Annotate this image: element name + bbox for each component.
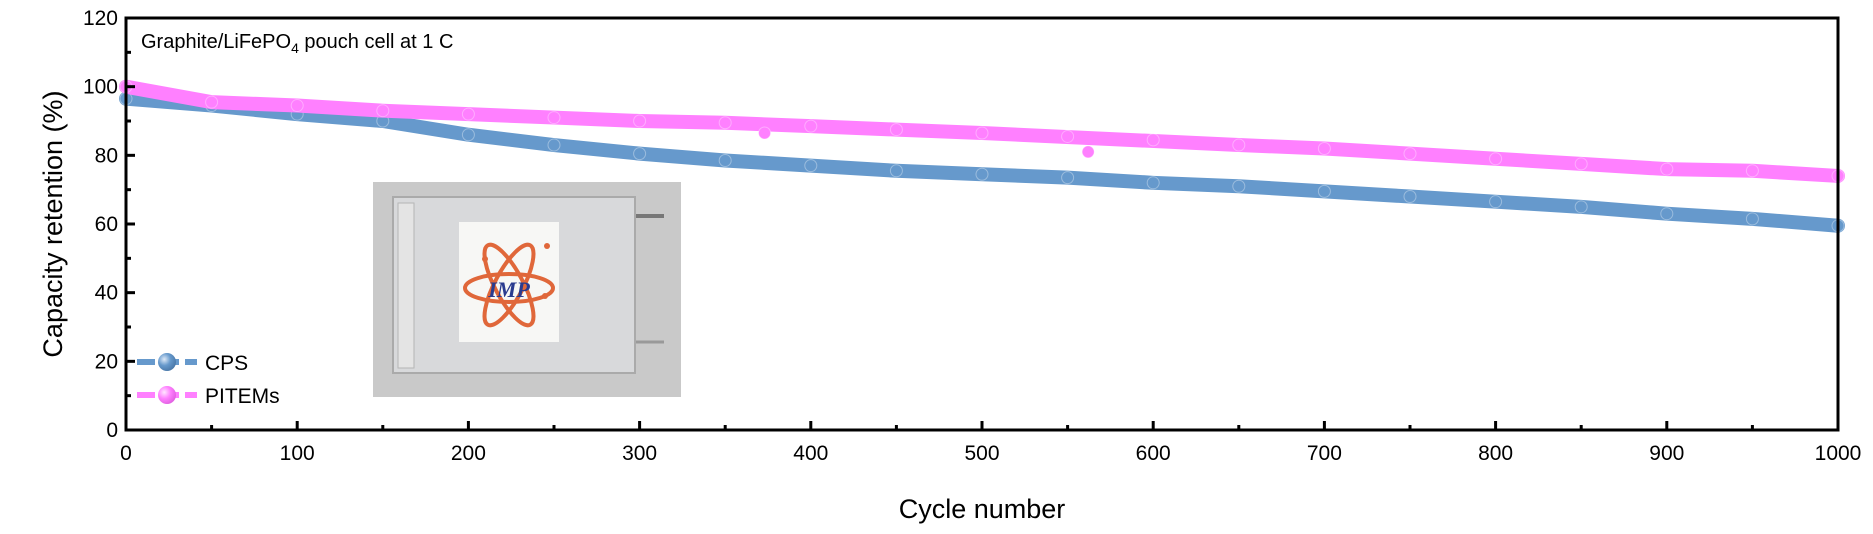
data-point xyxy=(633,114,647,128)
legend: CPS PITEMs xyxy=(137,352,280,408)
x-tick-label: 1000 xyxy=(1815,442,1862,465)
legend-marker-cps xyxy=(158,353,176,371)
data-point xyxy=(1232,179,1246,193)
data-point xyxy=(1489,152,1503,166)
data-point xyxy=(1745,212,1759,226)
y-tick-label: 40 xyxy=(95,282,118,305)
x-tick-label: 0 xyxy=(120,442,132,465)
data-point xyxy=(975,126,989,140)
data-point xyxy=(1745,164,1759,178)
legend-item-pitems: PITEMs xyxy=(137,385,280,408)
data-point xyxy=(804,119,818,133)
x-tick-label: 800 xyxy=(1478,442,1513,465)
data-point xyxy=(1574,200,1588,214)
x-tick-label: 100 xyxy=(280,442,315,465)
x-tick-label: 300 xyxy=(622,442,657,465)
series-pitems xyxy=(119,79,1845,183)
legend-item-cps: CPS xyxy=(137,352,248,375)
annotation-text: Graphite/LiFePO4 pouch cell at 1 C xyxy=(141,31,453,56)
data-point xyxy=(1146,176,1160,190)
data-point xyxy=(461,107,475,121)
data-point xyxy=(1403,147,1417,161)
data-point xyxy=(290,99,304,113)
data-point xyxy=(1660,207,1674,221)
y-tick-label: 100 xyxy=(83,76,118,99)
x-axis-title: Cycle number xyxy=(899,494,1066,524)
y-axis-title: Capacity retention (%) xyxy=(38,90,68,357)
data-point xyxy=(889,123,903,137)
data-point xyxy=(205,95,219,109)
legend-label-cps: CPS xyxy=(205,352,248,375)
x-tick-label: 900 xyxy=(1649,442,1684,465)
data-point xyxy=(718,153,732,167)
data-point xyxy=(376,104,390,118)
data-point xyxy=(1081,145,1095,159)
legend-marker-pitems xyxy=(158,386,176,404)
data-point xyxy=(461,128,475,142)
data-point xyxy=(547,138,561,152)
data-point xyxy=(1146,133,1160,147)
x-tick-label: 500 xyxy=(964,442,999,465)
x-tick-label: 200 xyxy=(451,442,486,465)
x-tick-label: 400 xyxy=(793,442,828,465)
svg-text:IMP: IMP xyxy=(487,277,530,302)
data-point xyxy=(758,126,772,140)
pouch-cell-photo: IMP xyxy=(373,182,681,397)
y-tick-label: 20 xyxy=(95,350,118,373)
data-point xyxy=(1660,162,1674,176)
data-point xyxy=(804,159,818,173)
x-tick-label: 600 xyxy=(1136,442,1171,465)
data-point xyxy=(718,116,732,130)
data-point xyxy=(1061,129,1075,143)
data-point xyxy=(1574,157,1588,171)
y-tick-label: 120 xyxy=(83,7,118,30)
y-tick-label: 60 xyxy=(95,213,118,236)
data-point xyxy=(1232,138,1246,152)
data-point xyxy=(1317,184,1331,198)
data-point xyxy=(1403,190,1417,204)
legend-label-pitems: PITEMs xyxy=(205,385,280,408)
x-tick-label: 700 xyxy=(1307,442,1342,465)
data-point xyxy=(1061,171,1075,185)
data-point xyxy=(1489,195,1503,209)
data-point xyxy=(547,111,561,125)
imp-logo xyxy=(459,222,559,342)
y-tick-label: 80 xyxy=(95,144,118,167)
y-tick-label: 0 xyxy=(106,419,118,442)
data-point xyxy=(889,164,903,178)
data-point xyxy=(1317,141,1331,155)
data-point xyxy=(975,167,989,181)
data-point xyxy=(633,147,647,161)
